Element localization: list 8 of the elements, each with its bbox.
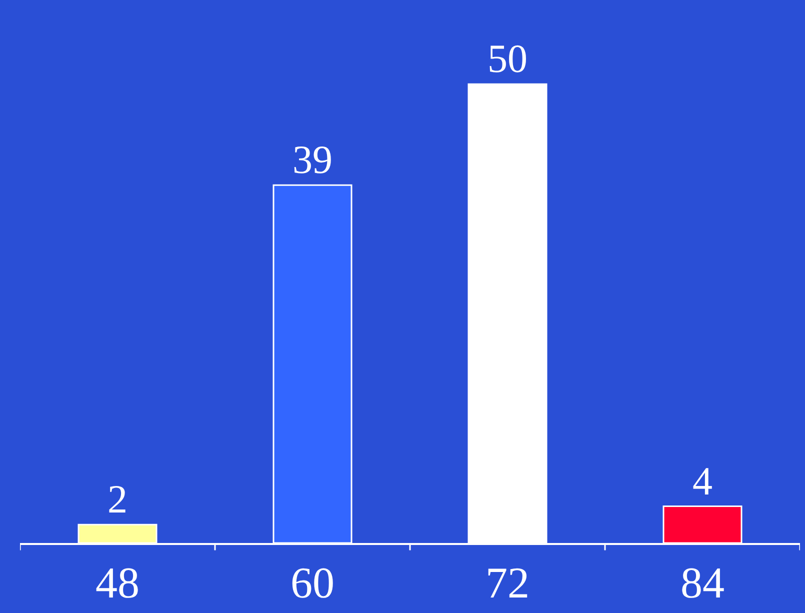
x-tick-label: 48 bbox=[96, 558, 140, 608]
x-tick-label: 84 bbox=[680, 558, 724, 608]
data-label: 50 bbox=[488, 36, 528, 82]
data-label: 4 bbox=[692, 458, 712, 504]
x-tick-label: 60 bbox=[290, 558, 334, 608]
data-label: 2 bbox=[108, 476, 128, 522]
data-label: 39 bbox=[292, 137, 332, 182]
x-tick-label: 72 bbox=[486, 558, 530, 608]
